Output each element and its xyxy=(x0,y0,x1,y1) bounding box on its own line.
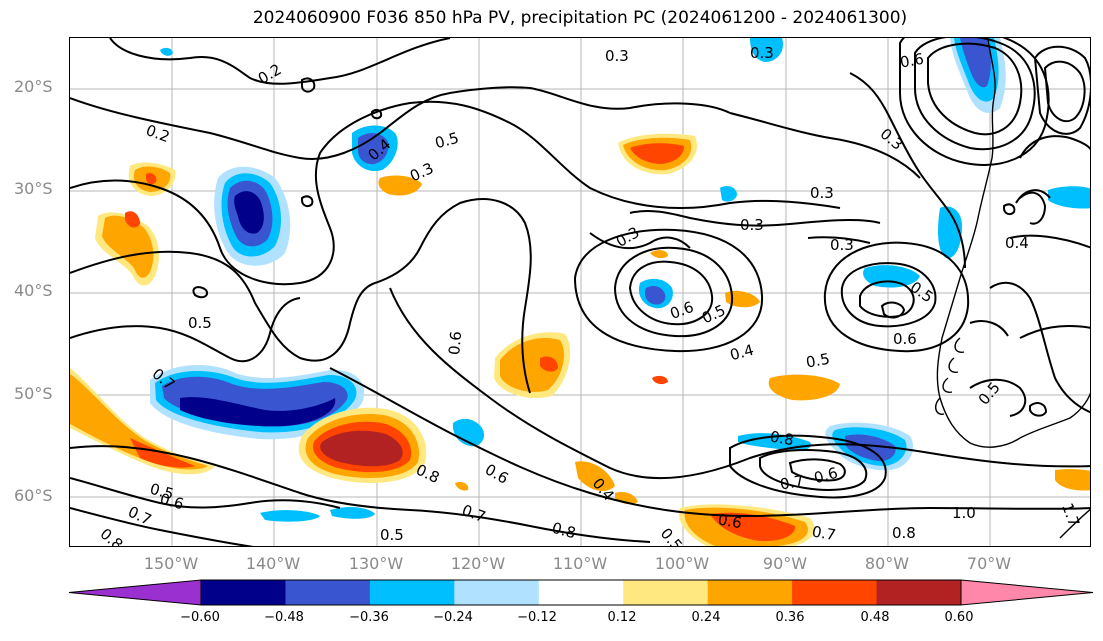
colorbar xyxy=(68,579,1094,606)
contour-label: 0.7 xyxy=(779,472,806,494)
contour-label: 0.7 xyxy=(125,503,154,529)
contour-label: 0.6 xyxy=(899,50,926,72)
colorbar-segment xyxy=(876,580,962,605)
lat-label: 20°S xyxy=(14,77,53,96)
contour-label: 0.5 xyxy=(380,526,404,544)
contour-label: 0.3 xyxy=(810,184,834,202)
lat-label: 30°S xyxy=(14,179,53,198)
colorbar-extend-max xyxy=(960,579,1094,606)
lon-label: 120°W xyxy=(450,554,506,573)
contour-label: 0.6 xyxy=(668,298,697,323)
contour-label: 0.4 xyxy=(728,341,756,365)
contour-label: 0.5 xyxy=(657,525,686,547)
contour-label: 0.6 xyxy=(445,330,465,355)
contour-label: 0.6 xyxy=(717,510,744,532)
contour-label: 0.8 xyxy=(892,524,916,542)
map-title: 2024060900 F036 850 hPa PV, precipitatio… xyxy=(252,8,908,28)
lat-label: 50°S xyxy=(14,384,53,403)
pv-contours xyxy=(70,38,1090,546)
lon-label: 140°W xyxy=(245,554,301,573)
contour-label: 1.7 xyxy=(1058,501,1083,530)
colorbar-segment xyxy=(454,580,540,605)
contour-label: 0.5 xyxy=(148,480,176,504)
contour-label: 0.3 xyxy=(830,236,854,254)
lon-label: 70°W xyxy=(966,554,1012,573)
coastline xyxy=(934,38,1090,539)
colorbar-tick: −0.60 xyxy=(180,610,220,625)
colorbar-tick: −0.36 xyxy=(349,610,389,625)
contour-label: 0.8 xyxy=(769,427,796,449)
lon-label: 80°W xyxy=(864,554,910,573)
colorbar-segment xyxy=(369,580,455,605)
colorbar-segment xyxy=(285,580,371,605)
lon-label: 100°W xyxy=(654,554,710,573)
colorbar-tick: 0.12 xyxy=(607,610,637,625)
lon-label: 110°W xyxy=(552,554,608,573)
contour-label: 0.7 xyxy=(460,501,489,526)
colorbar-extend-min xyxy=(68,579,202,606)
contour-label: 0.6 xyxy=(158,490,186,514)
contour-label: 1.0 xyxy=(952,504,976,522)
contour-label: 0.5 xyxy=(433,129,461,153)
negative-precip-areas xyxy=(150,38,1090,522)
contour-label: 0.6 xyxy=(482,460,512,488)
lon-label: 90°W xyxy=(762,554,808,573)
contour-label: 0.5 xyxy=(188,314,212,332)
positive-precip-areas xyxy=(70,133,1090,546)
colorbar-segment xyxy=(538,580,624,605)
contour-label: 0.3 xyxy=(877,125,907,154)
contour-label: 0.3 xyxy=(605,47,629,65)
contour-label: 0.8 xyxy=(97,525,127,547)
lat-label: 60°S xyxy=(14,486,53,505)
contour-label: 0.3 xyxy=(750,44,774,62)
contour-label: 0.4 xyxy=(1005,234,1029,252)
colorbar-tick: 0.36 xyxy=(775,610,805,625)
colorbar-segment xyxy=(201,580,286,605)
contour-label: 0.6 xyxy=(812,464,840,488)
contour-label: 0.5 xyxy=(699,301,728,327)
map-canvas: 0.2 0.2 0.3 0.3 0.3 0.3 0.3 0.3 0.3 0.3 … xyxy=(70,38,1090,547)
lon-label: 150°W xyxy=(143,554,199,573)
contour-label: 0.3 xyxy=(740,216,764,234)
lon-label: 130°W xyxy=(348,554,404,573)
colorbar-segment xyxy=(792,580,878,605)
map-panel: 0.2 0.2 0.3 0.3 0.3 0.3 0.3 0.3 0.3 0.3 … xyxy=(69,37,1091,547)
colorbar-tick: 0.60 xyxy=(944,610,974,625)
contour-label: 0.8 xyxy=(550,519,578,543)
lat-label: 40°S xyxy=(14,281,53,300)
colorbar-tick: 0.24 xyxy=(691,610,721,625)
colorbar-tick: −0.12 xyxy=(517,610,557,625)
colorbar-outline xyxy=(200,579,962,606)
contour-label: 0.6 xyxy=(893,330,917,348)
colorbar-segment xyxy=(623,580,709,605)
colorbar-tick: 0.48 xyxy=(860,610,890,625)
colorbar-tick: −0.48 xyxy=(264,610,304,625)
contour-label: 0.7 xyxy=(811,522,838,544)
contour-label: 0.5 xyxy=(805,350,832,372)
colorbar-tick: −0.24 xyxy=(433,610,473,625)
colorbar-segment xyxy=(707,580,793,605)
